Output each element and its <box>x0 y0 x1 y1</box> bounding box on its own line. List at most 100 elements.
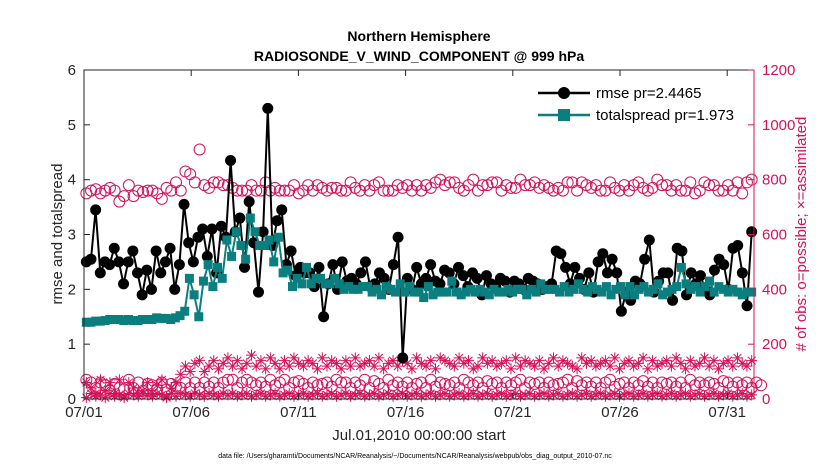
totalspread-point <box>344 282 354 292</box>
assimilated-marker <box>571 363 583 375</box>
assimilated-marker <box>184 366 196 378</box>
possible-marker <box>731 176 744 189</box>
rmse-point <box>708 264 720 276</box>
totalspread-point <box>428 290 438 300</box>
possible-marker <box>108 184 121 197</box>
rmse-point <box>132 267 144 279</box>
assimilated-marker <box>80 377 92 389</box>
assimilated-marker <box>104 377 116 389</box>
totalspread-point <box>545 284 555 294</box>
assimilated-marker <box>335 363 347 375</box>
rmse-point <box>555 248 567 260</box>
rmse-point <box>443 267 455 279</box>
assimilated-marker <box>330 357 342 369</box>
possible-marker <box>132 184 145 197</box>
totalspread-point <box>578 284 588 294</box>
assimilated-marker <box>392 389 404 401</box>
totalspread-point <box>213 262 223 272</box>
totalspread-point <box>409 287 419 297</box>
assimilated-marker <box>727 360 739 372</box>
totalspread-point <box>662 287 672 297</box>
rmse-point <box>597 248 609 260</box>
chart-subtitle: RADIOSONDE_V_WIND_COMPONENT @ 999 hPa <box>254 48 584 64</box>
totalspread-point <box>287 282 297 292</box>
y-tick-label-left: 5 <box>68 117 76 134</box>
assimilated-marker <box>236 363 248 375</box>
y-tick-label-right: 400 <box>762 281 787 298</box>
y-tick-label-left: 3 <box>68 227 76 244</box>
totalspread-point <box>601 282 611 292</box>
rmse-point <box>685 267 697 279</box>
totalspread-point <box>227 251 237 261</box>
totalspread-point <box>644 287 654 297</box>
totalspread-point <box>503 284 513 294</box>
totalspread-point <box>81 317 91 327</box>
totalspread-point <box>105 314 115 324</box>
assimilated-marker <box>746 355 758 367</box>
rmse-point <box>118 278 130 290</box>
possible-marker <box>476 179 489 192</box>
totalspread-point <box>517 284 527 294</box>
possible-marker <box>505 181 518 194</box>
y-tick-label-right: 600 <box>762 227 787 244</box>
totalspread-point <box>302 262 312 272</box>
totalspread-point <box>250 227 260 237</box>
totalspread-point <box>611 284 621 294</box>
possible-marker <box>736 187 749 200</box>
possible-marker <box>273 184 286 197</box>
totalspread-point <box>508 287 518 297</box>
totalspread-point <box>634 284 644 294</box>
totalspread-point <box>531 287 541 297</box>
rmse-point <box>601 267 613 279</box>
assimilated-marker <box>510 352 522 364</box>
assimilated-marker <box>194 355 206 367</box>
possible-marker <box>221 373 234 386</box>
totalspread-point <box>292 273 302 283</box>
rmse-point <box>592 256 604 268</box>
rmse-point <box>643 234 655 246</box>
assimilated-marker <box>505 363 517 375</box>
assimilated-marker <box>665 360 677 372</box>
totalspread-point <box>423 282 433 292</box>
totalspread-point <box>672 282 682 292</box>
assimilated-marker <box>722 355 734 367</box>
possible-marker <box>236 184 249 197</box>
possible-marker <box>278 184 291 197</box>
totalspread-point <box>630 290 640 300</box>
assimilated-marker <box>274 363 286 375</box>
totalspread-point <box>541 284 551 294</box>
totalspread-point <box>170 313 180 323</box>
assimilated-marker <box>623 355 635 367</box>
assimilated-marker <box>477 352 489 364</box>
totalspread-point <box>91 316 101 326</box>
rmse-point <box>178 198 190 210</box>
rmse-point <box>257 226 269 238</box>
possible-marker <box>443 176 456 189</box>
assimilated-marker <box>217 357 229 369</box>
assimilated-marker <box>599 355 611 367</box>
totalspread-point <box>377 290 387 300</box>
totalspread-point <box>606 290 616 300</box>
assimilated-marker <box>217 388 229 400</box>
assimilated-marker <box>175 368 187 380</box>
totalspread-point <box>522 290 532 300</box>
totalspread-point <box>728 284 738 294</box>
assimilated-marker <box>378 363 390 375</box>
x-tick-label: 07/06 <box>172 404 210 421</box>
totalspread-point <box>447 276 457 286</box>
totalspread-point <box>550 284 560 294</box>
rmse-point <box>387 259 399 271</box>
rmse-point <box>667 294 679 306</box>
totalspread-point <box>208 282 218 292</box>
totalspread-point <box>653 279 663 289</box>
totalspread-point <box>353 284 363 294</box>
rmse-point <box>215 220 227 232</box>
possible-marker <box>674 184 687 197</box>
totalspread-point <box>133 316 143 326</box>
totalspread-point <box>264 235 274 245</box>
possible-marker <box>684 176 697 189</box>
totalspread-point <box>86 317 96 327</box>
rmse-point <box>187 256 199 268</box>
totalspread-point <box>494 287 504 297</box>
